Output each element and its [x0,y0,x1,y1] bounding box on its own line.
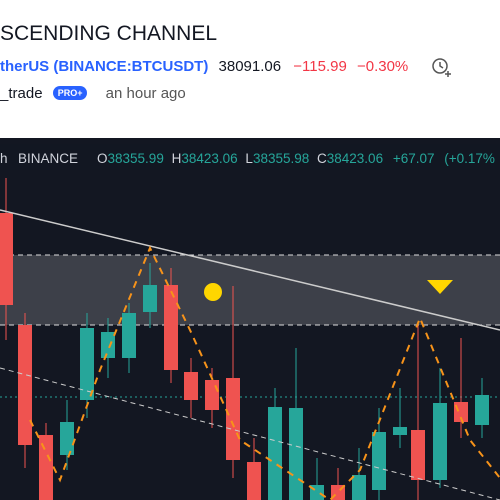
author[interactable]: _trade [0,85,43,102]
alert-icon[interactable] [430,55,454,79]
candle-body [433,403,447,480]
price: 38091.06 [218,58,282,75]
l-value: 38355.98 [253,151,309,166]
c-label: C [317,151,327,166]
candle-body [39,435,53,500]
candle-body [268,407,282,500]
interval: h [0,151,8,166]
candle-body [184,372,198,400]
candle-body [372,432,386,490]
candle-body [205,380,219,410]
candle-body [411,430,425,480]
o-value: 38355.99 [108,151,164,166]
candle-body [122,313,136,358]
ohlc-legend: h BINANCE O38355.99 H38423.06 L38355.98 … [0,151,495,166]
exchange: BINANCE [18,151,78,166]
projection-path [29,245,500,500]
change-percent: −0.30% [356,58,409,75]
candle-body [0,213,13,305]
o-label: O [97,151,108,166]
change: −115.99 [293,58,347,75]
range-band [0,255,500,325]
idea-title: SCENDING CHANNEL [0,22,218,45]
candle-body [80,328,94,400]
candle-body [289,408,303,500]
candle-body [475,395,489,425]
candle-body [18,325,32,445]
legend-bg [0,144,500,170]
candle-body [164,285,178,370]
candle-body [352,475,366,500]
candle-body [101,332,115,358]
time: an hour ago [105,85,186,102]
legend-change-percent: (+0.17% [444,151,495,166]
candle-body [143,285,157,312]
c-value: 38423.06 [327,151,383,166]
candle-body [393,427,407,435]
l-label: L [245,151,253,166]
exchange-symbol[interactable]: (BINANCE:BTCUSDT) [53,58,209,75]
symbol-line: therUS (BINANCE:BTCUSDT) 38091.06 −115.9… [0,58,408,75]
h-value: 38423.06 [181,151,237,166]
author-line: _trade PRO+ an hour ago [0,85,186,102]
candle-body [226,378,240,460]
legend-change: +67.07 [393,151,435,166]
chart: h BINANCE O38355.99 H38423.06 L38355.98 … [0,138,500,500]
candle-body [60,422,74,455]
marker-triangle [427,280,453,294]
symbol[interactable]: therUS [0,58,50,75]
marker-circle [204,283,222,301]
candle-body [247,462,261,500]
h-label: H [172,151,182,166]
trend-line [0,209,500,331]
badge: PRO+ [52,86,88,100]
